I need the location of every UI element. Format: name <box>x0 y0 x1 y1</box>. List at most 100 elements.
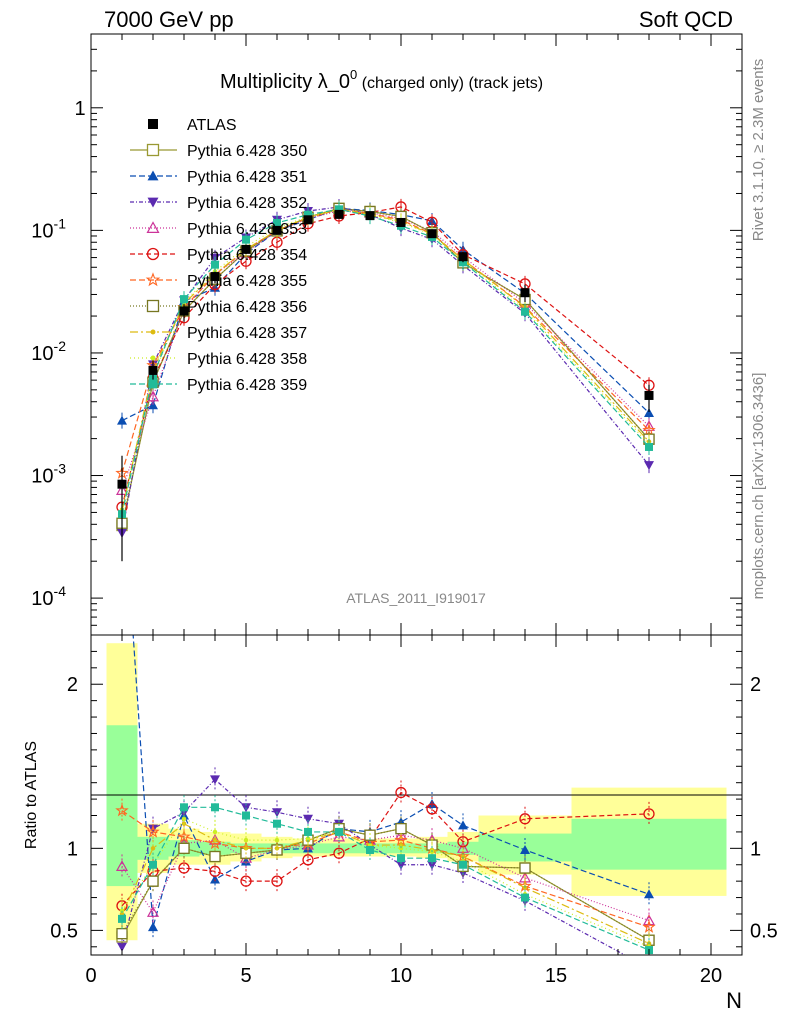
legend-label-6: Pythia 6.428 355 <box>187 273 307 290</box>
main-panel: 10-410-310-210-11 Multiplicity λ_00 (cha… <box>31 33 743 636</box>
mc-line-3 <box>121 206 650 534</box>
ratio-point <box>243 837 249 843</box>
atlas-data-point <box>179 306 189 316</box>
mc-point <box>521 307 529 316</box>
atlas-data-point <box>272 225 282 235</box>
ratio-point <box>273 819 281 828</box>
ratio-line-6 <box>121 810 650 928</box>
main-y-tick-label: 1 <box>74 98 85 120</box>
legend-label-7: Pythia 6.428 356 <box>187 299 307 316</box>
ratio-point <box>457 836 469 848</box>
ratio-y-tick-label: 0.5 <box>50 920 78 942</box>
x-tick-label: 20 <box>700 965 722 987</box>
ratio-point <box>395 822 407 835</box>
ratio-axis-ticks: 0 5 10 15 20 0.5 0.5 1 1 2 2 <box>50 635 778 987</box>
ratio-y-tick-label-right: 2 <box>750 674 761 696</box>
mc-point <box>211 260 219 269</box>
ratio-line-9 <box>121 818 650 948</box>
analysis-label: ATLAS_2011_I919017 <box>346 590 486 606</box>
ratio-point <box>116 928 128 940</box>
ratio-point <box>180 803 188 812</box>
atlas-data-point <box>396 217 406 227</box>
ratio-point <box>177 829 191 843</box>
ratio-point <box>303 814 313 824</box>
ratio-point <box>398 846 404 851</box>
legend-marker-8 <box>150 329 156 335</box>
ratio-point <box>428 854 436 863</box>
ratio-point <box>643 808 655 820</box>
ratio-point <box>426 803 438 815</box>
ratio-point <box>150 846 156 851</box>
atlas-data-point <box>117 479 127 489</box>
y-tick-exponent: -4 <box>54 583 67 599</box>
ratio-point <box>519 813 531 825</box>
mc-point <box>304 210 312 219</box>
rivet-version-label: Rivet 3.1.10, ≥ 2.3M events <box>750 59 767 242</box>
stat-uncertainty-band <box>571 818 727 870</box>
ratio-point <box>366 845 374 854</box>
mc-point <box>146 390 160 402</box>
ratio-y-axis-label: Ratio to ATLAS <box>23 741 40 849</box>
plot-title-suffix: (charged only) (track jets) <box>357 75 543 92</box>
legend-marker-6 <box>145 272 161 287</box>
mc-point <box>644 407 654 417</box>
ratio-line-10 <box>121 806 650 951</box>
y-tick-base: 10 <box>31 588 53 610</box>
ratio-markers-layer <box>115 635 656 955</box>
header-energy-label: 7000 GeV pp <box>104 7 234 32</box>
mc-point <box>180 295 188 304</box>
legend-label-2: Pythia 6.428 351 <box>187 169 307 186</box>
header-category-label: Soft QCD <box>639 7 733 32</box>
ratio-point <box>211 803 219 812</box>
ratio-point <box>458 820 468 830</box>
atlas-data-point <box>210 272 220 282</box>
legend-marker-atlas <box>148 119 158 129</box>
x-tick-label: 10 <box>390 965 412 987</box>
legend-marker-10 <box>148 379 158 389</box>
ratio-point <box>210 775 220 785</box>
y-tick-exponent: -1 <box>54 215 67 231</box>
ratio-point <box>178 862 190 874</box>
ratio-y-tick-label: 1 <box>67 838 78 860</box>
atlas-data-point <box>427 229 437 239</box>
ratio-point <box>181 816 187 822</box>
legend-label-4: Pythia 6.428 353 <box>187 221 307 238</box>
ratio-line-4 <box>121 834 650 922</box>
y-tick-base: 10 <box>31 220 53 242</box>
ratio-point <box>304 827 312 836</box>
main-y-tick-label: 10-1 <box>31 215 66 242</box>
ratio-point <box>119 908 125 913</box>
atlas-data-point <box>458 252 468 262</box>
ratio-point <box>274 837 280 843</box>
legend-marker-2 <box>147 170 159 181</box>
ratio-point <box>427 860 437 870</box>
atlas-data-point <box>241 244 251 254</box>
y-tick-exponent: -3 <box>54 461 67 477</box>
legend-label-9: Pythia 6.428 358 <box>187 351 307 368</box>
y-tick-base: 1 <box>74 98 85 120</box>
ratio-point <box>240 875 252 887</box>
legend-marker-3 <box>147 197 159 208</box>
ratio-point <box>302 854 314 866</box>
mc-point <box>645 442 653 451</box>
ratio-panel-frame <box>90 634 743 956</box>
main-markers-layer <box>115 198 656 562</box>
ratio-point <box>117 942 127 952</box>
ratio-point <box>146 906 160 917</box>
legend-label-10: Pythia 6.428 359 <box>187 377 307 394</box>
ratio-point <box>519 862 531 874</box>
main-y-tick-label: 10-2 <box>31 338 66 365</box>
ratio-panel: 0 5 10 15 20 0.5 0.5 1 1 2 2 Ratio to ATLAS N <box>23 634 778 1013</box>
ratio-point <box>118 914 126 923</box>
ratio-point <box>209 850 221 863</box>
ratio-point <box>242 811 250 820</box>
ratio-point <box>115 860 129 871</box>
atlas-data-point <box>644 390 654 400</box>
main-axis-ticks: 10-410-310-210-11 <box>31 33 743 636</box>
ratio-point <box>460 854 466 859</box>
ratio-point <box>394 828 408 840</box>
mc-point <box>117 415 127 425</box>
atlas-data-point <box>520 288 530 298</box>
ratio-y-tick-label: 2 <box>67 674 78 696</box>
plot-title-superscript: 0 <box>350 67 357 82</box>
